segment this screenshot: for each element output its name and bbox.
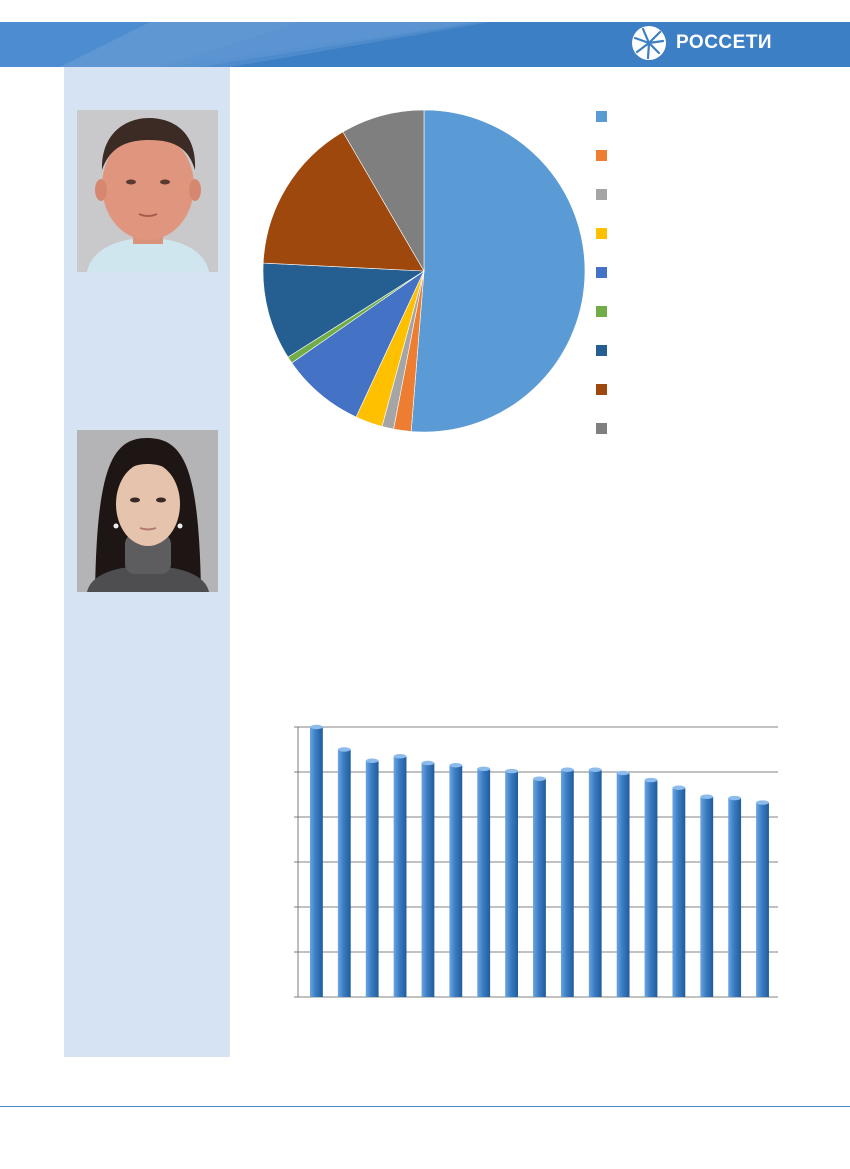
- bar: [756, 802, 769, 997]
- header-band: [0, 22, 850, 67]
- person-photo: [77, 430, 218, 592]
- legend-marker: [596, 111, 607, 122]
- person-photo: [77, 110, 218, 272]
- bar-cap: [505, 768, 518, 774]
- bar-chart-svg: [294, 724, 778, 998]
- bar-cap: [756, 800, 769, 805]
- bar: [393, 756, 407, 997]
- legend-marker: [596, 267, 607, 278]
- bar-cap: [533, 776, 546, 781]
- bar-cap: [421, 760, 435, 766]
- footer-divider: [0, 1106, 850, 1107]
- bar-cap: [728, 795, 742, 801]
- bar-cap: [700, 794, 714, 799]
- portrait-man: [77, 110, 218, 272]
- bar: [365, 760, 379, 997]
- bar-cap: [560, 767, 574, 772]
- brand[interactable]: РОССЕТИ: [630, 24, 772, 62]
- bar-cap: [644, 777, 658, 783]
- legend-marker: [596, 384, 607, 395]
- legend-marker: [596, 150, 607, 161]
- bar: [700, 796, 714, 997]
- legend-marker: [596, 345, 607, 356]
- pie-slice: [291, 270, 425, 418]
- brand-name: РОССЕТИ: [676, 32, 773, 53]
- bar-cap: [310, 724, 323, 730]
- bar-chart: [280, 715, 800, 1015]
- bar: [560, 769, 574, 997]
- bar: [337, 749, 351, 997]
- bar: [588, 769, 602, 997]
- bar: [728, 798, 742, 997]
- bar: [421, 763, 435, 997]
- bar-cap: [672, 785, 686, 790]
- bar-cap: [616, 770, 630, 776]
- pie-slice: [262, 262, 425, 358]
- bar: [672, 787, 686, 997]
- bar: [449, 765, 463, 997]
- legend-marker: [596, 306, 607, 317]
- bar: [616, 772, 630, 997]
- portrait-woman: [77, 430, 218, 592]
- rosseti-logo-icon: [632, 26, 666, 60]
- bar-cap: [337, 747, 351, 752]
- bar-cap: [393, 754, 407, 759]
- header-band-graphic: [0, 22, 850, 67]
- bar-cap: [477, 766, 491, 772]
- bar-cap: [365, 758, 379, 763]
- pie-slice: [410, 109, 586, 433]
- bar-cap: [449, 763, 463, 768]
- legend-marker: [596, 189, 607, 200]
- pie-slice: [262, 131, 425, 272]
- pie-chart: [240, 100, 850, 445]
- pie-chart-svg: [262, 109, 607, 434]
- bar: [505, 771, 519, 997]
- bar: [533, 778, 546, 997]
- bar: [310, 727, 323, 997]
- bar: [644, 780, 658, 997]
- bar: [477, 768, 491, 997]
- pie-slice: [342, 109, 425, 273]
- legend-marker: [596, 423, 607, 434]
- legend-marker: [596, 228, 607, 239]
- bar-cap: [588, 767, 602, 772]
